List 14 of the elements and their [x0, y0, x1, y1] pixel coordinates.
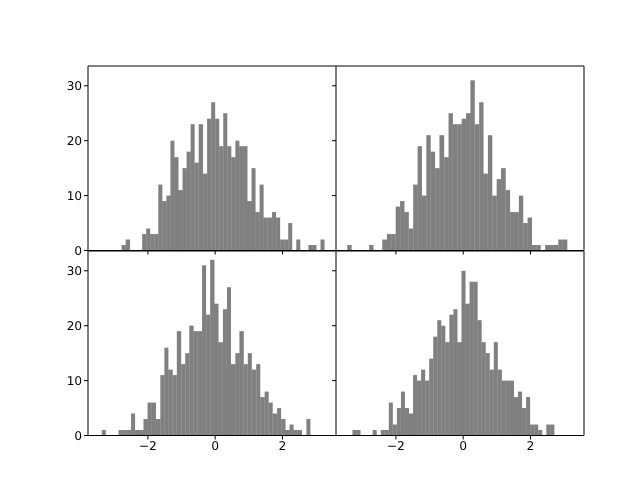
y-tick-label: 0 — [74, 428, 82, 442]
y-tick-label: 30 — [66, 264, 82, 278]
x-tick-label: 0 — [459, 438, 468, 453]
x-tick-label: −2 — [139, 438, 157, 453]
x-tick-label: 2 — [526, 438, 534, 453]
y-tick-label: 30 — [66, 79, 82, 94]
y-tick-label: 10 — [66, 373, 82, 388]
x-tick-label: 0 — [211, 438, 220, 453]
y-tick-label: 20 — [66, 134, 82, 148]
x-tick-label: −2 — [387, 438, 405, 453]
y-tick-label: 0 — [74, 244, 82, 258]
y-tick-label: 10 — [66, 188, 82, 203]
y-tick-label: 20 — [66, 318, 82, 332]
x-tick-label: 2 — [278, 438, 286, 453]
